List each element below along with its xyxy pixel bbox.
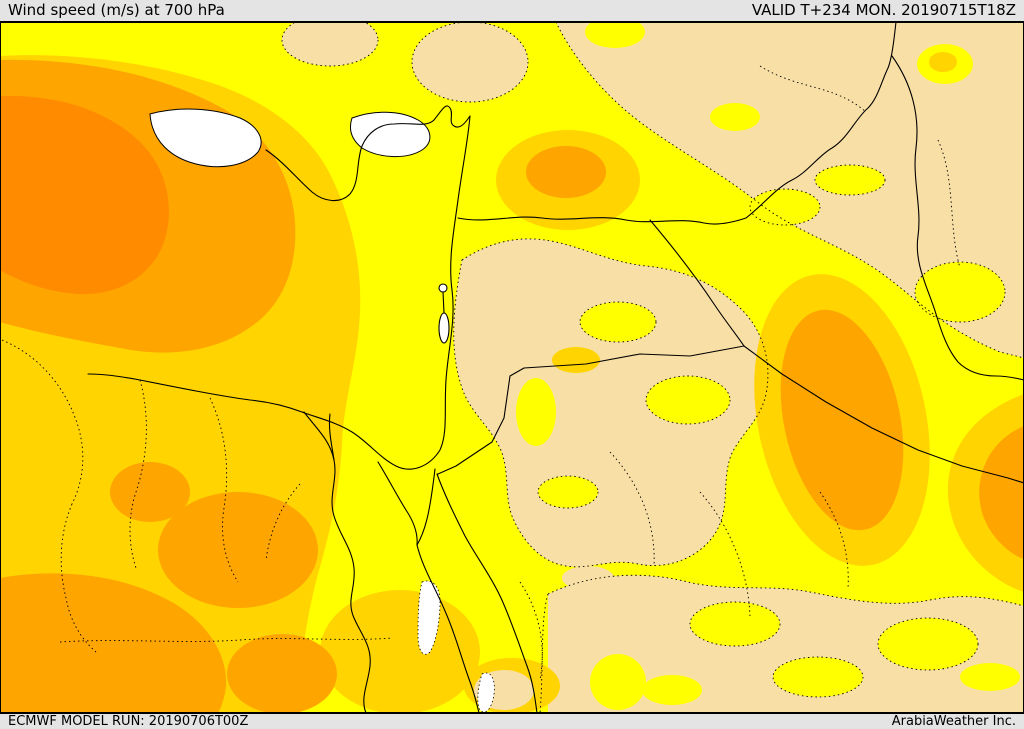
white-sea-west bbox=[149, 108, 262, 168]
valid-time-label: VALID T+234 MON. 20190715T18Z bbox=[751, 1, 1016, 19]
gold-center-small bbox=[552, 347, 600, 373]
red-sea-west-coast bbox=[416, 544, 480, 713]
orange-core-top-center bbox=[526, 146, 606, 198]
model-run-label: ECMWF MODEL RUN: 20190706T00Z bbox=[8, 714, 249, 729]
tan-patch-top-center-2 bbox=[412, 22, 528, 102]
jordan-river bbox=[442, 291, 445, 314]
mediterranean-coastline bbox=[87, 105, 471, 470]
sea-of-galilee bbox=[438, 283, 448, 293]
fill-yellow-patches bbox=[516, 22, 1020, 710]
gold-red-sea-area bbox=[320, 590, 480, 713]
footer-bar: ECMWF MODEL RUN: 20190706T00Z ArabiaWeat… bbox=[0, 713, 1024, 729]
weather-map bbox=[0, 22, 1024, 713]
tan-patch-top-center-1 bbox=[282, 22, 378, 66]
orange-egypt-2 bbox=[158, 492, 318, 608]
syria-iraq-border bbox=[649, 219, 745, 347]
coastline-border-lines bbox=[87, 22, 1024, 713]
iran-iraq-border bbox=[891, 55, 1024, 381]
gold-dot-top-right bbox=[929, 52, 957, 72]
white-calm-nile bbox=[417, 580, 441, 655]
dead-sea bbox=[438, 312, 450, 344]
calm-white-areas bbox=[149, 108, 495, 713]
orange-egypt-1 bbox=[110, 462, 190, 522]
iraq-saudi-border bbox=[743, 345, 1024, 484]
map-title: Wind speed (m/s) at 700 hPa bbox=[8, 1, 225, 19]
orange-core-right bbox=[780, 309, 904, 531]
header-bar: Wind speed (m/s) at 700 hPa VALID T+234 … bbox=[0, 0, 1024, 22]
orange-bottom-left-2 bbox=[227, 634, 337, 713]
red-sea-east-coast bbox=[436, 473, 538, 713]
tan-region-central bbox=[453, 238, 768, 567]
dotted-boundary-lines bbox=[1, 22, 1024, 713]
gulf-of-aqaba bbox=[416, 468, 436, 546]
orange-bottom-left bbox=[0, 573, 227, 713]
nile-delta-branch bbox=[328, 413, 335, 461]
white-calm-small bbox=[477, 672, 495, 713]
orange-right-edge-core bbox=[979, 426, 1024, 559]
jordan-saudi-border bbox=[437, 345, 745, 475]
brand-label: ArabiaWeather Inc. bbox=[891, 714, 1016, 729]
turkey-syria-border bbox=[457, 216, 747, 225]
fill-deep-orange-core bbox=[0, 95, 169, 295]
turkey-iraq-border bbox=[745, 22, 897, 219]
gulf-of-suez bbox=[377, 461, 418, 546]
wind-speed-map-svg bbox=[0, 22, 1024, 713]
